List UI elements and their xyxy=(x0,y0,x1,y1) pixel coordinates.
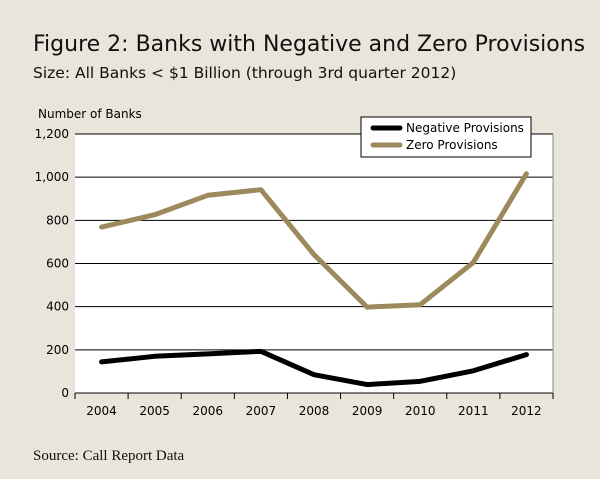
x-tick-label: 2008 xyxy=(299,404,330,418)
y-tick-label: 200 xyxy=(46,343,69,357)
chart-subtitle: Size: All Banks < $1 Billion (through 3r… xyxy=(33,64,457,82)
legend-label: Negative Provisions xyxy=(406,121,524,135)
y-axis-label: Number of Banks xyxy=(38,107,142,121)
chart-title: Figure 2: Banks with Negative and Zero P… xyxy=(33,32,586,57)
x-tick-label: 2007 xyxy=(246,404,277,418)
y-tick-label: 400 xyxy=(46,300,69,314)
legend-label: Zero Provisions xyxy=(406,138,498,152)
x-tick-label: 2009 xyxy=(352,404,383,418)
x-tick-label: 2012 xyxy=(511,404,542,418)
x-tick-label: 2005 xyxy=(139,404,170,418)
y-tick-label: 1,000 xyxy=(35,170,69,184)
x-tick-label: 2010 xyxy=(405,404,436,418)
x-tick-label: 2004 xyxy=(86,404,117,418)
y-tick-label: 600 xyxy=(46,257,69,271)
y-tick-label: 1,200 xyxy=(35,127,69,141)
y-tick-label: 0 xyxy=(61,386,69,400)
legend-box xyxy=(360,116,532,158)
x-tick-label: 2006 xyxy=(193,404,224,418)
x-tick-label: 2011 xyxy=(458,404,489,418)
y-tick-label: 800 xyxy=(46,213,69,227)
source-note: Source: Call Report Data xyxy=(33,448,185,464)
